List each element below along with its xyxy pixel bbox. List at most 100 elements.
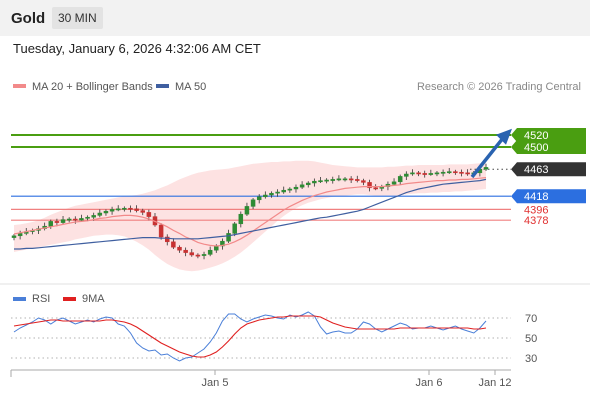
candle [422,173,427,175]
candle [269,192,274,196]
level-label-4418: 4418 [524,191,548,203]
candle [355,179,360,181]
candle [189,252,195,256]
candle [281,189,286,193]
x-tick-label: Jan 6 [416,377,443,389]
datetime-label: Tuesday, January 6, 2026 4:32:06 AM CET [13,41,261,56]
candle [312,180,317,184]
candle [391,181,397,185]
candle [416,172,421,175]
candle [305,182,311,186]
ma50-legend-label: MA 50 [175,81,206,93]
candle [446,171,452,174]
candle [171,241,176,248]
ma50-line [14,178,487,250]
x-tick-label: Jan 5 [202,377,229,389]
rsi-legend-label: RSI [32,293,50,305]
forecast-arrow-shaft [470,135,506,179]
candle [440,171,446,174]
level-label-4520: 4520 [524,130,548,142]
candle [122,207,127,210]
candle [250,199,256,207]
candle [256,196,262,201]
candle [330,179,336,181]
candle [201,254,207,256]
candle [183,249,188,253]
level-tag-4520 [511,128,586,142]
candle [128,207,133,210]
candle [48,221,54,227]
candle [146,212,152,217]
candle [299,184,305,188]
candle [263,194,268,198]
candle [232,223,237,234]
candle [244,206,250,215]
candle [348,178,354,181]
candle [410,172,415,175]
candle [367,182,372,189]
candle [109,209,115,212]
forecast-arrow-head [496,128,512,145]
candle [103,210,109,214]
candle [275,191,280,194]
candle [404,173,409,177]
candle [287,188,293,191]
candle [434,172,440,175]
level-tag-4418 [511,189,586,204]
ma20-legend-label: MA 20 + Bollinger Bands [32,81,153,93]
candle [66,218,72,221]
candle [11,235,17,238]
candle [140,210,145,213]
level-label-4378: 4378 [524,215,548,227]
candle [165,236,170,243]
candle [54,221,60,223]
candle [85,216,90,219]
candle [483,167,489,170]
candle [207,249,213,255]
instrument-title: Gold [11,10,46,27]
candle [324,179,329,182]
level-label-4500: 4500 [524,142,548,154]
copyright-label: Research © 2026 Trading Central [417,81,581,93]
candle [293,186,299,190]
ma20-legend-swatch [13,84,26,88]
timeframe-badge[interactable]: 30 MIN [52,7,103,29]
rsi-legend-swatch [13,297,26,301]
candle [428,173,434,175]
candle [373,187,378,190]
candle [158,224,164,238]
level-label-4463: 4463 [524,164,548,176]
candle [465,172,470,175]
candle [361,180,366,183]
candle [238,213,244,225]
candle [60,219,66,223]
candle [134,208,139,211]
candle [453,171,458,174]
candle [91,215,96,218]
header-bar: Gold 30 MIN [0,0,590,36]
bollinger-band [14,160,486,272]
ma20-line [13,177,487,247]
rsi-ma-line [13,315,487,358]
candle [195,254,201,257]
rsi-tick-70: 70 [525,313,537,325]
candle [336,178,342,181]
rsi-ma-legend-swatch [63,297,76,301]
rsi-tick-50: 50 [525,333,537,345]
candle [226,233,231,242]
rsi-ma-legend-label: 9MA [82,293,105,305]
candle [97,212,103,216]
level-tag-4500 [511,140,586,154]
ma50-legend-swatch [156,84,169,88]
rsi-line [13,311,487,362]
candle [73,218,78,221]
candle [318,180,323,183]
candle [397,176,403,183]
rsi-tick-30: 30 [525,353,537,365]
x-tick-label: Jan 12 [478,377,511,389]
level-label-4396: 4396 [524,204,548,216]
candle [342,178,348,181]
level-tag-4463 [511,162,586,177]
